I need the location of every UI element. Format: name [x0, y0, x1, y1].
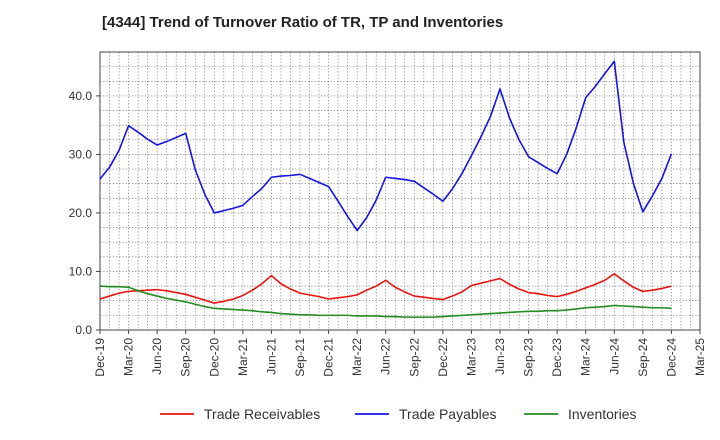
x-tick-label: Jun-20 — [150, 338, 164, 375]
y-tick-label: 40.0 — [69, 89, 93, 103]
chart-title: [4344] Trend of Turnover Ratio of TR, TP… — [102, 14, 504, 31]
x-tick-label: Mar-20 — [122, 338, 136, 376]
x-tick-label: Mar-22 — [350, 338, 364, 376]
legend-label: Inventories — [568, 406, 636, 422]
legend-label: Trade Payables — [399, 406, 497, 422]
y-tick-label: 30.0 — [69, 147, 93, 161]
y-tick-label: 10.0 — [69, 264, 93, 278]
x-tick-label: Jun-23 — [493, 338, 507, 375]
x-tick-label: Dec-24 — [664, 338, 678, 377]
y-tick-label: 0.0 — [75, 323, 92, 337]
x-tick-label: Jun-21 — [264, 338, 278, 375]
x-tick-label: Jun-24 — [607, 338, 621, 375]
x-tick-label: Mar-24 — [579, 338, 593, 376]
series-line-trade-receivables — [99, 273, 672, 304]
x-tick-label: Sep-23 — [522, 338, 536, 377]
legend: Trade Receivables Trade Payables Inventori… — [160, 406, 636, 422]
x-tick-label: Dec-19 — [93, 338, 107, 377]
x-tick-label: Dec-21 — [322, 338, 336, 377]
x-tick-label: Sep-22 — [407, 338, 421, 377]
x-tick-label: Jun-22 — [379, 338, 393, 375]
x-tick-label: Sep-24 — [636, 338, 650, 377]
x-tick-label: Mar-25 — [693, 338, 707, 376]
y-axis: 0.0 10.0 20.0 30.0 40.0 — [69, 89, 100, 337]
x-tick-label: Mar-21 — [236, 338, 250, 376]
series-line-inventories — [99, 285, 672, 318]
x-tick-label: Dec-20 — [207, 338, 221, 377]
y-tick-label: 20.0 — [69, 206, 93, 220]
x-tick-label: Sep-21 — [293, 338, 307, 377]
grid — [100, 52, 700, 330]
series-lines — [99, 60, 673, 318]
x-tick-label: Mar-23 — [464, 338, 478, 376]
series-line-trade-payables — [99, 60, 673, 232]
x-axis: Dec-19 Mar-20 Jun-20 Sep-20 Dec-20 Mar-21 Jun-… — [93, 330, 707, 377]
plot-area-frame — [99, 51, 701, 331]
x-tick-label: Dec-22 — [436, 338, 450, 377]
x-tick-label: Dec-23 — [550, 338, 564, 377]
legend-label: Trade Receivables — [204, 406, 320, 422]
x-tick-label: Sep-20 — [179, 338, 193, 377]
